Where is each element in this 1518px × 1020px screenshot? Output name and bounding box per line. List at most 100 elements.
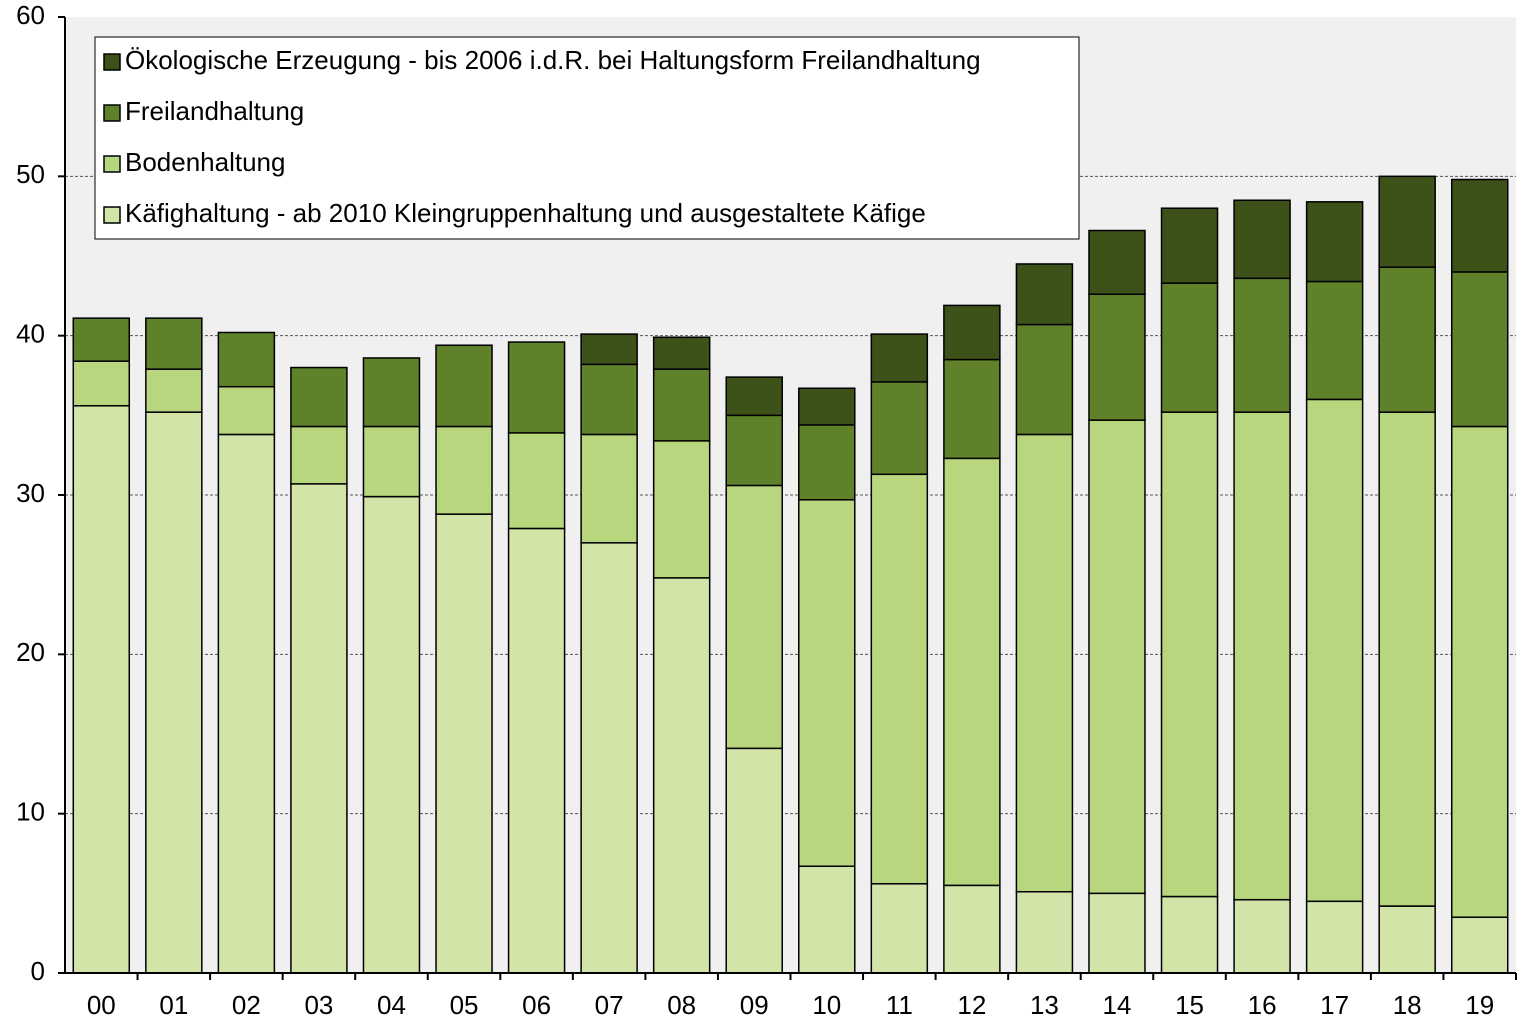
bar-segment <box>507 432 566 530</box>
legend-label: Käfighaltung - ab 2010 Kleingruppenhaltu… <box>125 198 926 228</box>
bar-segment <box>943 304 1001 361</box>
bar-segment <box>507 527 566 974</box>
bar-segment <box>72 405 131 974</box>
bar-segment <box>1015 263 1074 326</box>
bar-segment <box>290 366 348 428</box>
bar-segment <box>72 317 131 362</box>
bar-segment <box>870 473 929 885</box>
x-tick-label: 14 <box>1103 990 1132 1020</box>
bar-segment <box>1305 280 1364 401</box>
x-tick-label: 07 <box>595 990 624 1020</box>
bar-segment <box>1233 199 1291 280</box>
x-tick-label: 01 <box>159 990 188 1020</box>
bar-segment <box>652 577 711 974</box>
x-tick-label: 13 <box>1030 990 1059 1020</box>
bar-segment <box>1088 229 1146 295</box>
bar-segment <box>435 344 493 428</box>
bar-segment <box>72 360 131 407</box>
legend-label: Ökologische Erzeugung - bis 2006 i.d.R. … <box>125 45 981 75</box>
x-tick-label: 06 <box>522 990 551 1020</box>
bar-segment <box>652 336 711 370</box>
bar-segment <box>580 542 638 974</box>
legend-label: Freilandhaltung <box>125 96 304 126</box>
bar-segment <box>870 381 929 476</box>
bar-segment <box>580 333 638 366</box>
x-tick-label: 19 <box>1465 990 1494 1020</box>
bar-segment <box>1305 900 1364 974</box>
legend-label: Bodenhaltung <box>125 147 285 177</box>
bar-segment <box>1305 398 1364 903</box>
y-tick-label: 0 <box>31 956 45 986</box>
y-tick-label: 40 <box>16 319 45 349</box>
x-tick-label: 08 <box>667 990 696 1020</box>
bar-segment <box>435 425 493 515</box>
y-tick-label: 60 <box>16 0 45 30</box>
bar-segment <box>1450 916 1509 974</box>
bar-segment <box>145 411 203 974</box>
bar-segment <box>217 433 276 974</box>
x-tick-label: 10 <box>812 990 841 1020</box>
bar-segment <box>1160 282 1219 413</box>
bar-segment <box>1088 419 1146 895</box>
bar-segment <box>1450 271 1509 428</box>
bar-segment <box>725 376 783 417</box>
bar-segment <box>145 317 203 370</box>
bar-segment <box>870 883 929 974</box>
bar-segment <box>1378 175 1436 268</box>
bar-segment <box>290 425 348 485</box>
bar-segment <box>1305 201 1364 283</box>
bar-segment <box>725 414 783 487</box>
bar-segment <box>1160 895 1219 974</box>
bar-segment <box>1015 323 1074 436</box>
bar-segment <box>1233 277 1291 413</box>
bar-segment <box>870 333 929 383</box>
y-tick-label: 30 <box>16 478 45 508</box>
bar-segment <box>798 387 856 426</box>
bar-segment <box>580 433 638 544</box>
x-tick-label: 15 <box>1175 990 1204 1020</box>
bar-segment <box>1160 411 1219 898</box>
legend-swatch <box>103 206 121 224</box>
bar-segment <box>1450 178 1509 273</box>
bar-segment <box>1233 411 1291 901</box>
x-tick-label: 18 <box>1393 990 1422 1020</box>
bar-segment <box>943 358 1001 460</box>
bar-segment <box>435 513 493 974</box>
bar-segment <box>1088 892 1146 974</box>
x-tick-label: 09 <box>740 990 769 1020</box>
bar-segment <box>725 747 783 974</box>
bar-segment <box>652 440 711 579</box>
x-tick-label: 05 <box>450 990 479 1020</box>
bar-segment <box>798 865 856 974</box>
bar-segment <box>943 457 1001 887</box>
bar-segment <box>1088 293 1146 421</box>
bar-segment <box>362 495 421 974</box>
bar-segment <box>290 483 348 974</box>
bar-segment <box>725 484 783 750</box>
x-tick-label: 03 <box>304 990 333 1020</box>
bar-segment <box>217 385 276 436</box>
bar-segment <box>1450 425 1509 918</box>
bar-segment <box>1378 266 1436 413</box>
x-tick-label: 04 <box>377 990 406 1020</box>
bar-segment <box>217 331 276 388</box>
bar-segment <box>145 368 203 413</box>
bar-segment <box>362 357 421 428</box>
y-tick-label: 50 <box>16 159 45 189</box>
bar-segment <box>1015 433 1074 893</box>
legend-swatch <box>103 104 121 122</box>
bar-segment <box>507 341 566 434</box>
x-tick-label: 00 <box>87 990 116 1020</box>
bar-segment <box>798 499 856 867</box>
bar-segment <box>1160 207 1219 284</box>
bar-segment <box>580 363 638 436</box>
x-tick-label: 17 <box>1320 990 1349 1020</box>
bar-segment <box>798 424 856 501</box>
y-tick-label: 20 <box>16 637 45 667</box>
bar-segment <box>362 425 421 498</box>
bar-segment <box>652 368 711 442</box>
legend-swatch <box>103 53 121 71</box>
x-tick-label: 11 <box>886 990 913 1020</box>
bar-segment <box>1378 905 1436 974</box>
